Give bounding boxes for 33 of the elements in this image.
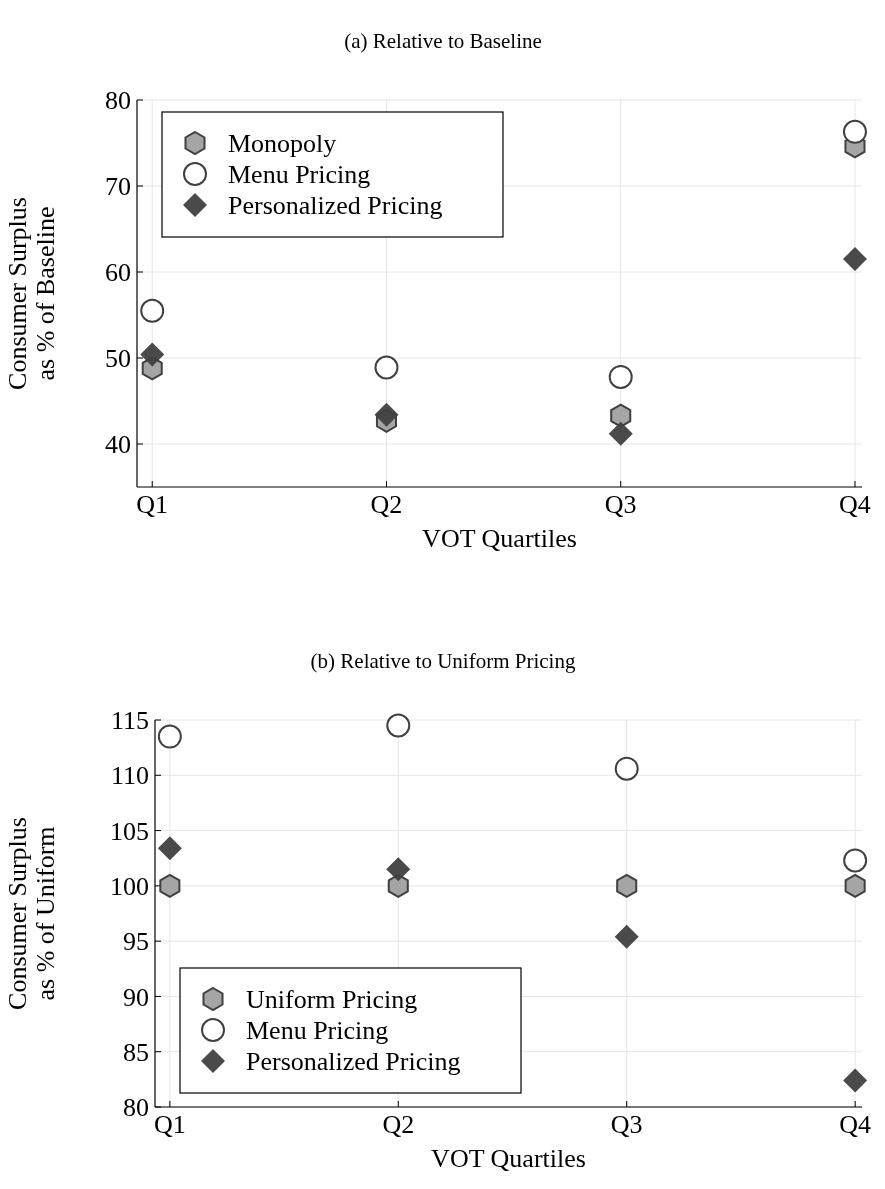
x-tick-label: Q3 [604,490,637,519]
y-tick-label: 80 [105,86,131,116]
chart-title: (a) Relative to Baseline [344,29,542,53]
chart-title: (b) Relative to Uniform Pricing [310,649,576,673]
legend-label: Personalized Pricing [246,1047,461,1077]
y-tick-label: 115 [110,706,149,736]
x-tick-label: Q1 [136,490,169,519]
x-axis-title: VOT Quartiles [422,524,577,553]
x-tick-label: Q3 [610,1110,643,1139]
y-tick-label: 50 [105,344,131,374]
y-axis-title: Consumer Surplus as % of Baseline [2,197,61,390]
y-axis-title: Consumer Surplus as % of Uniform [2,817,61,1010]
y-tick-label: 85 [123,1037,149,1067]
x-tick-label: Q4 [839,1110,872,1139]
x-axis-title: VOT Quartiles [431,1144,586,1173]
y-tick-label: 100 [110,871,149,901]
legend-label: Menu Pricing [246,1016,389,1046]
legend-label: Menu Pricing [228,160,371,190]
legend-label: Monopoly [228,129,337,159]
legend-label: Uniform Pricing [246,985,418,1015]
x-tick-label: Q4 [839,490,871,519]
y-tick-label: 60 [105,258,131,288]
y-tick-label: 80 [123,1093,149,1123]
x-tick-label: Q1 [153,1110,186,1139]
y-tick-label: 90 [123,982,149,1012]
x-tick-label: Q2 [370,490,403,519]
y-tick-label: 110 [110,761,149,791]
y-tick-label: 40 [105,430,131,460]
x-tick-label: Q2 [382,1110,415,1139]
legend-label: Personalized Pricing [228,191,443,221]
y-tick-label: 70 [105,172,131,202]
y-tick-label: 95 [123,927,149,957]
y-tick-label: 105 [110,816,149,846]
